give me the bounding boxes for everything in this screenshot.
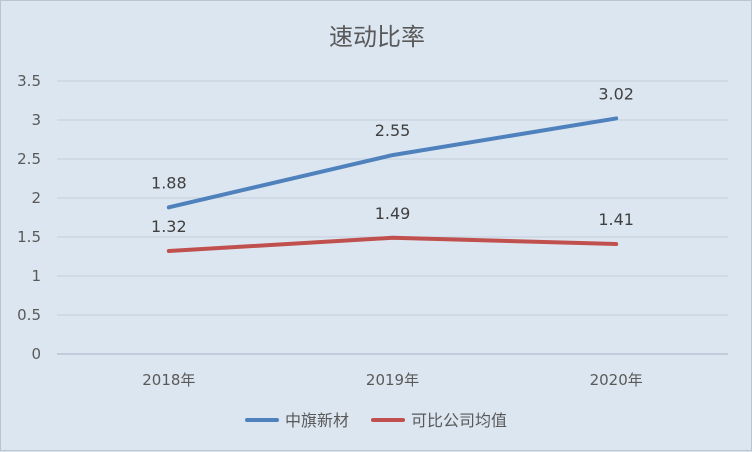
data-label: 1.32: [151, 217, 187, 236]
y-tick-label: 2: [31, 189, 41, 207]
x-tick-label: 2020年: [590, 371, 643, 389]
y-axis-tick-labels: 0 0.5 1 1.5 2 2.5 3 3.5: [17, 72, 41, 363]
y-tick-label: 1: [31, 267, 41, 285]
series-line: [166, 235, 619, 254]
gridlines: [57, 80, 728, 355]
y-tick-label: 1.5: [17, 228, 41, 246]
legend: 中旗新材 可比公司均值: [245, 411, 507, 430]
data-label: 1.41: [598, 210, 634, 229]
y-tick-label: 2.5: [17, 150, 41, 168]
data-label: 3.02: [598, 84, 634, 103]
data-label: 1.49: [375, 204, 411, 223]
series-lines: [166, 116, 619, 254]
chart-title: 速动比率: [329, 23, 425, 51]
y-tick-label: 0: [31, 345, 41, 363]
x-axis-tick-labels: 2018年 2019年 2020年: [142, 371, 643, 389]
data-label: 2.55: [375, 121, 411, 140]
x-tick-label: 2018年: [142, 371, 195, 389]
legend-label: 可比公司均值: [411, 411, 507, 430]
data-labels: 1.88 2.55 3.02 1.32 1.49 1.41: [151, 84, 634, 236]
y-tick-label: 3: [31, 111, 41, 129]
data-label: 1.88: [151, 173, 187, 192]
legend-label: 中旗新材: [285, 411, 349, 430]
y-tick-label: 0.5: [17, 306, 41, 324]
series-line: [166, 116, 619, 210]
x-tick-label: 2019年: [366, 371, 419, 389]
y-tick-label: 3.5: [17, 72, 41, 90]
